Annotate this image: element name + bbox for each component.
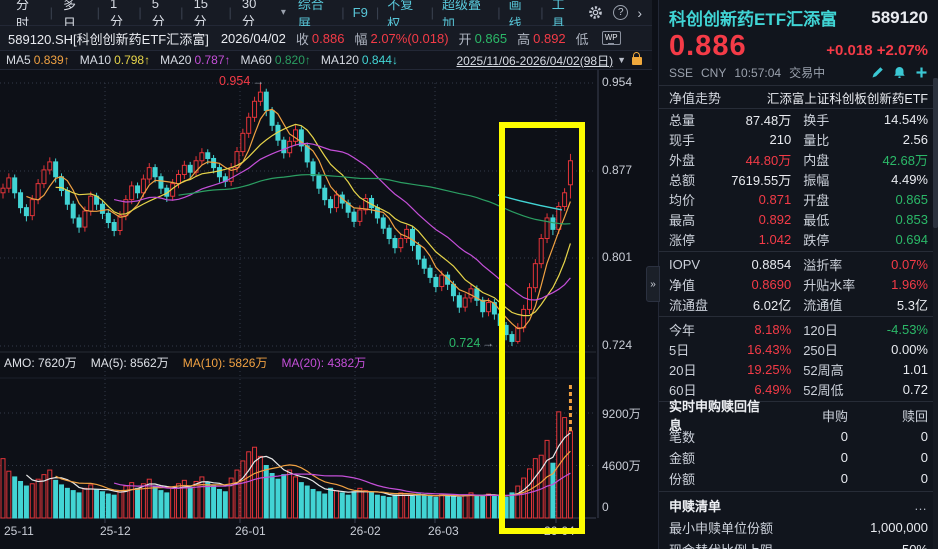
volume-tick-label: 4600万 bbox=[602, 459, 641, 473]
quote-row: 流通盘 6.02亿 流通值 5.3亿 bbox=[669, 297, 928, 313]
low-annotation: 0.724 → bbox=[449, 336, 495, 350]
price-change: +0.018 bbox=[826, 42, 873, 59]
stock-name: 科创创新药ETF汇添富 bbox=[669, 10, 838, 29]
vol-ma20-value: MA(20): 4382万 bbox=[281, 356, 367, 370]
date-label: 2026/04/02 bbox=[220, 30, 286, 46]
quote-row: IOPV 0.8854 溢折率 0.07% bbox=[669, 256, 928, 273]
amo-value: AMO: 7620万 bbox=[4, 356, 77, 370]
quote-row: 最高 0.892 最低 0.853 bbox=[669, 211, 928, 228]
tab-timeframe-30min[interactable]: 30分 bbox=[241, 0, 257, 29]
quote-fields: 总量 87.48万 换手 14.54% 现手 210 量比 2.56 外盘 44.80万 内盘 42.… bbox=[659, 109, 938, 399]
nav-trend-label: 净值走势 bbox=[669, 90, 722, 106]
x-axis-label: 25-11 bbox=[4, 524, 34, 538]
high-annotation: 0.954 → bbox=[219, 74, 265, 88]
table-row: 金额 0 0 bbox=[669, 450, 928, 466]
date-range-link[interactable]: 2025/11/06-2026/04/02(98日) bbox=[456, 53, 614, 68]
quote-row: 总额 7619.55万 振幅 4.49% bbox=[669, 171, 928, 188]
wp-monitor-icon[interactable]: WP bbox=[601, 31, 621, 45]
subscribe-col-header: 申购 bbox=[821, 408, 848, 424]
ma-indicator-bar: MA5 0.839↑ MA10 0.798↑ MA20 0.787↑ MA60 0.82… bbox=[0, 51, 652, 70]
timeframe-dropdown-icon[interactable]: ▾ bbox=[280, 7, 286, 18]
toolbar-expand-chevron-icon[interactable]: › bbox=[637, 4, 642, 21]
table-row: 现金替代比例上限 50% bbox=[669, 541, 928, 549]
fund-full-name: 汇添富上证科创板创新药ETF bbox=[766, 91, 928, 106]
ma120-value: 0.844↓ bbox=[361, 53, 398, 67]
stock-code: 589120 bbox=[871, 7, 928, 27]
change-value: 2.07%(0.018) bbox=[370, 30, 449, 46]
exchange-label: SSE bbox=[669, 65, 694, 80]
close-value: 0.886 bbox=[311, 30, 345, 46]
tab-timeframe-5min[interactable]: 5分 bbox=[151, 0, 165, 29]
volume-tick-label: 0 bbox=[602, 500, 609, 514]
tab-timeframe-1min[interactable]: 1分 bbox=[110, 0, 124, 29]
x-axis-label: 26-02 bbox=[350, 524, 381, 538]
kline-chart-area[interactable]: 0.954 0.877 0.801 0.724 9200万 4600万 0 25… bbox=[0, 70, 652, 549]
ma20-value: 0.787↑ bbox=[194, 53, 231, 67]
quote-row: 总量 87.48万 换手 14.54% bbox=[669, 111, 928, 128]
ma5-value: 0.839↑ bbox=[33, 53, 70, 67]
quote-row: 今年 8.18% 120日 -4.53% bbox=[669, 321, 928, 338]
quote-row: 20日 19.25% 52周高 1.01 bbox=[669, 361, 928, 378]
menu-f9[interactable]: F9 bbox=[352, 5, 368, 20]
x-axis-label: 26-04 bbox=[544, 524, 575, 538]
table-row: 笔数 0 0 bbox=[669, 429, 928, 445]
price-tick-label: 0.877 bbox=[602, 163, 633, 177]
high-value: 0.892 bbox=[533, 30, 566, 46]
info-bar: 589120.SH[科创创新药ETF汇添富] 2026/04/02 收 0.88… bbox=[0, 26, 652, 51]
toolbar: 分时 | 多日 | 1分 | 5分 | 15分 | 30分 ▾ 综合屏 | F9 | 不复权 |… bbox=[0, 0, 652, 31]
panel-scrollbar[interactable] bbox=[933, 78, 938, 549]
edit-pencil-icon[interactable] bbox=[871, 66, 884, 79]
arrow-right-icon: → bbox=[252, 74, 265, 88]
currency-label: CNY bbox=[701, 65, 727, 80]
quote-row: 现手 210 量比 2.56 bbox=[669, 131, 928, 148]
tab-timeframe-15min[interactable]: 15分 bbox=[193, 0, 209, 29]
open-value: 0.865 bbox=[474, 30, 508, 46]
ma10-value: 0.798↑ bbox=[114, 53, 151, 67]
arrow-right-icon: → bbox=[482, 336, 495, 350]
ma60-value: 0.820↑ bbox=[274, 53, 311, 67]
price-tick-label: 0.954 bbox=[602, 75, 633, 89]
price-tick-label: 0.724 bbox=[602, 338, 633, 352]
quote-row: 均价 0.871 开盘 0.865 bbox=[669, 191, 928, 208]
redemption-list-header: 申赎清单 … bbox=[669, 497, 928, 514]
alert-bell-icon[interactable] bbox=[893, 66, 906, 79]
volume-indicator-bar: AMO: 7620万 MA(5): 8562万 MA(10): 5826万 MA… bbox=[4, 354, 366, 371]
symbol-label: 589120.SH[科创创新药ETF汇添富] bbox=[8, 31, 209, 47]
quote-row: 涨停 1.042 跌停 0.694 bbox=[669, 231, 928, 248]
table-row: 最小申赎单位份额 1,000,000 bbox=[669, 519, 928, 536]
x-axis-label: 25-12 bbox=[100, 524, 131, 538]
lock-icon[interactable] bbox=[632, 52, 642, 65]
vol-ma5-value: MA(5): 8562万 bbox=[90, 356, 169, 370]
last-price: 0.886 bbox=[669, 30, 747, 62]
panel-collapse-handle[interactable]: » bbox=[646, 266, 660, 302]
settings-gear-icon[interactable] bbox=[583, 5, 608, 20]
help-icon[interactable]: ? bbox=[608, 5, 633, 20]
quote-row: 60日 6.49% 52周低 0.72 bbox=[669, 381, 928, 398]
x-axis-label: 26-01 bbox=[235, 524, 266, 538]
nav-trend-row[interactable]: 净值走势 汇添富上证科创板创新药ETF bbox=[659, 86, 938, 109]
trading-status: 交易中 bbox=[789, 66, 826, 80]
quote-row: 净值 0.8690 升贴水率 1.96% bbox=[669, 276, 928, 293]
price-tick-label: 0.801 bbox=[602, 250, 633, 264]
market-status-bar: SSE CNY 10:57:04 交易中 bbox=[659, 63, 938, 86]
add-plus-icon[interactable] bbox=[915, 66, 928, 79]
quote-row: 外盘 44.80万 内盘 42.68万 bbox=[669, 152, 928, 168]
quote-row: 5日 16.43% 250日 0.00% bbox=[669, 341, 928, 358]
redeem-col-header: 赎回 bbox=[901, 408, 928, 424]
x-axis-label: 26-03 bbox=[428, 524, 459, 538]
kline-chart-svg[interactable] bbox=[0, 70, 652, 549]
table-row: 份额 0 0 bbox=[669, 471, 928, 487]
price-change-pct: +2.07% bbox=[876, 42, 928, 59]
vol-ma10-value: MA(10): 5826万 bbox=[182, 356, 268, 370]
more-ellipsis-button[interactable]: … bbox=[914, 497, 928, 513]
realtime-subscription-header: 实时申购赎回信息 申购 赎回 bbox=[669, 399, 928, 433]
quote-panel: 科创创新药ETF汇添富 589120 0.886 +0.018 +2.07% S… bbox=[658, 0, 938, 549]
range-dropdown-icon[interactable]: ▼ bbox=[617, 55, 626, 65]
volume-tick-label: 9200万 bbox=[602, 407, 641, 421]
quote-time: 10:57:04 bbox=[734, 65, 782, 80]
